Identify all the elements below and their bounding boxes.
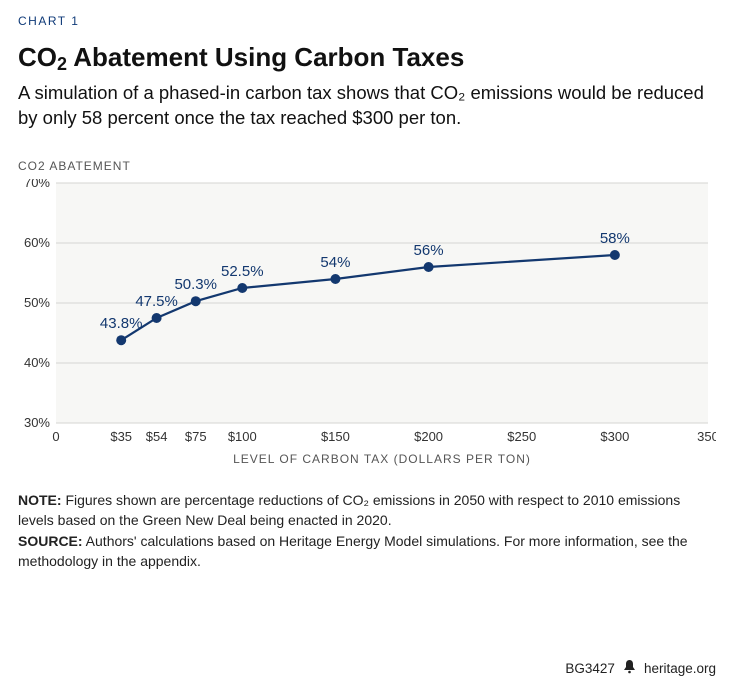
svg-text:350: 350 [697,429,716,444]
title-pre: CO [18,42,57,72]
y-axis-title: CO2 ABATEMENT [18,159,716,173]
note-label: NOTE: [18,492,62,508]
note-text: Figures shown are percentage reductions … [18,492,680,528]
footer: BG3427 heritage.org [565,659,716,677]
svg-text:30%: 30% [24,415,50,430]
svg-text:$300: $300 [600,429,629,444]
svg-text:$54: $54 [146,429,168,444]
svg-text:LEVEL OF CARBON TAX (DOLLARS P: LEVEL OF CARBON TAX (DOLLARS PER TON) [233,452,531,466]
chart-notes: NOTE: Figures shown are percentage reduc… [18,491,716,571]
svg-text:58%: 58% [600,230,630,247]
svg-text:50.3%: 50.3% [174,276,217,293]
svg-text:$150: $150 [321,429,350,444]
svg-text:60%: 60% [24,235,50,250]
svg-text:50%: 50% [24,295,50,310]
title-post: Abatement Using Carbon Taxes [67,42,464,72]
source-text: Authors' calculations based on Heritage … [18,533,688,569]
bell-icon [623,659,636,677]
svg-text:56%: 56% [414,242,444,259]
svg-text:0: 0 [52,429,59,444]
doc-code: BG3427 [565,661,615,676]
svg-text:$250: $250 [507,429,536,444]
svg-text:$35: $35 [110,429,132,444]
line-chart-svg: 30% 40% 50% 60% 70% 0 $35 $54 $75 $100 $150 $200 $25… [18,179,716,469]
svg-text:43.8%: 43.8% [100,315,143,332]
title-sub: 2 [57,54,67,74]
site-label: heritage.org [644,661,716,676]
chart-title: CO2 Abatement Using Carbon Taxes [18,42,716,73]
svg-text:52.5%: 52.5% [221,263,264,280]
svg-text:40%: 40% [24,355,50,370]
svg-text:$75: $75 [185,429,207,444]
svg-text:47.5%: 47.5% [135,293,178,310]
svg-text:$100: $100 [228,429,257,444]
svg-text:70%: 70% [24,179,50,190]
svg-text:$200: $200 [414,429,443,444]
svg-text:54%: 54% [320,254,350,271]
source-label: SOURCE: [18,533,83,549]
chart-number-label: CHART 1 [18,14,716,28]
chart-area: 30% 40% 50% 60% 70% 0 $35 $54 $75 $100 $150 $200 $25… [18,179,716,469]
chart-subtitle: A simulation of a phased-in carbon tax s… [18,81,716,131]
